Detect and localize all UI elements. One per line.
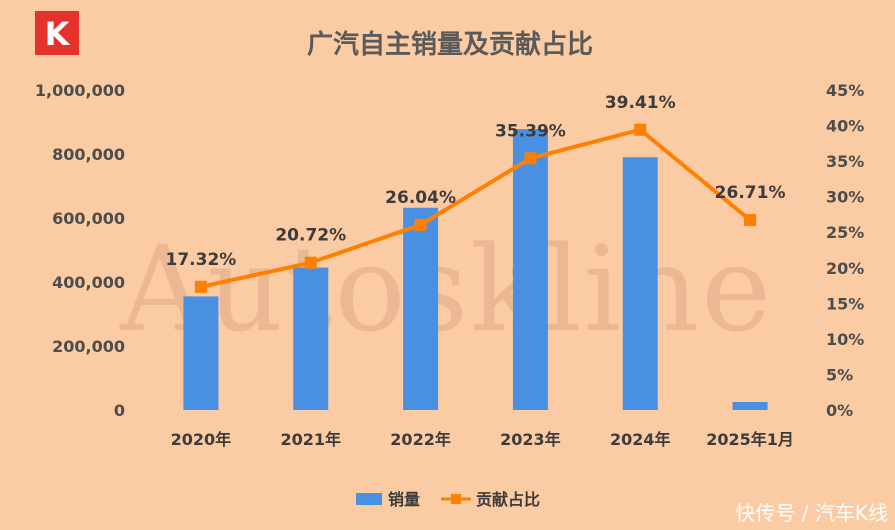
- line-marker: [194, 280, 207, 293]
- x-tick-label: 2023年: [500, 430, 561, 449]
- line-series: 17.32% 20.72% 26.04% 35.39% 39.41% 26.71%: [166, 93, 786, 293]
- data-label: 20.72%: [275, 226, 346, 246]
- line-marker: [414, 218, 427, 231]
- left-tick-label: 0: [114, 401, 125, 420]
- right-tick-label: 45%: [826, 81, 864, 100]
- bar: [293, 267, 329, 410]
- left-tick-label: 400,000: [52, 273, 125, 292]
- bar: [183, 296, 219, 410]
- data-label: 26.04%: [385, 188, 456, 208]
- x-axis-ticks: 2020年 2021年 2022年 2023年 2024年 2025年1月: [171, 430, 794, 449]
- logo-background: [35, 11, 79, 55]
- right-tick-label: 5%: [826, 365, 853, 384]
- data-label: 39.41%: [605, 93, 676, 113]
- right-tick-label: 0%: [826, 401, 853, 420]
- left-axis-ticks: 0 200,000 400,000 600,000 800,000 1,000,000: [35, 81, 125, 420]
- legend: 销量 贡献占比: [356, 490, 540, 509]
- right-axis-ticks: 0% 5% 10% 15% 20% 25% 30% 35% 40% 45%: [826, 81, 864, 420]
- left-tick-label: 200,000: [52, 337, 125, 356]
- bar: [732, 402, 768, 410]
- line-marker: [634, 123, 647, 136]
- data-label: 17.32%: [166, 250, 237, 270]
- right-tick-label: 10%: [826, 330, 864, 349]
- right-tick-label: 20%: [826, 259, 864, 278]
- line-marker: [744, 214, 757, 227]
- right-tick-label: 40%: [826, 117, 864, 136]
- x-tick-label: 2020年: [171, 430, 232, 449]
- bar: [622, 157, 658, 410]
- legend-bar-label: 销量: [388, 490, 420, 509]
- line-marker: [304, 256, 317, 269]
- legend-bar-swatch: [356, 493, 382, 505]
- logo-text: K: [45, 15, 71, 53]
- left-tick-label: 800,000: [52, 145, 125, 164]
- right-tick-label: 15%: [826, 294, 864, 313]
- right-tick-label: 30%: [826, 188, 864, 207]
- legend-line-label: 贡献占比: [476, 490, 540, 509]
- right-tick-label: 35%: [826, 152, 864, 171]
- watermark: Autoskline: [119, 220, 773, 358]
- chart-title: 广汽自主销量及贡献占比: [307, 29, 593, 60]
- left-tick-label: 1,000,000: [35, 81, 125, 100]
- data-label: 35.39%: [495, 121, 566, 141]
- bar: [403, 207, 439, 410]
- line-marker: [524, 152, 537, 165]
- x-tick-label: 2024年: [610, 430, 671, 449]
- x-tick-label: 2025年1月: [706, 430, 794, 449]
- x-tick-label: 2022年: [390, 430, 451, 449]
- footer-watermark: 快传号 / 汽车K线: [735, 501, 888, 525]
- right-tick-label: 25%: [826, 223, 864, 242]
- left-tick-label: 600,000: [52, 209, 125, 228]
- data-label: 26.71%: [715, 183, 786, 203]
- bar-series: [183, 129, 768, 411]
- logo: K: [35, 11, 79, 55]
- line-path: [200, 127, 752, 289]
- bar: [512, 129, 548, 411]
- legend-line-marker: [451, 494, 461, 504]
- x-tick-label: 2021年: [280, 430, 341, 449]
